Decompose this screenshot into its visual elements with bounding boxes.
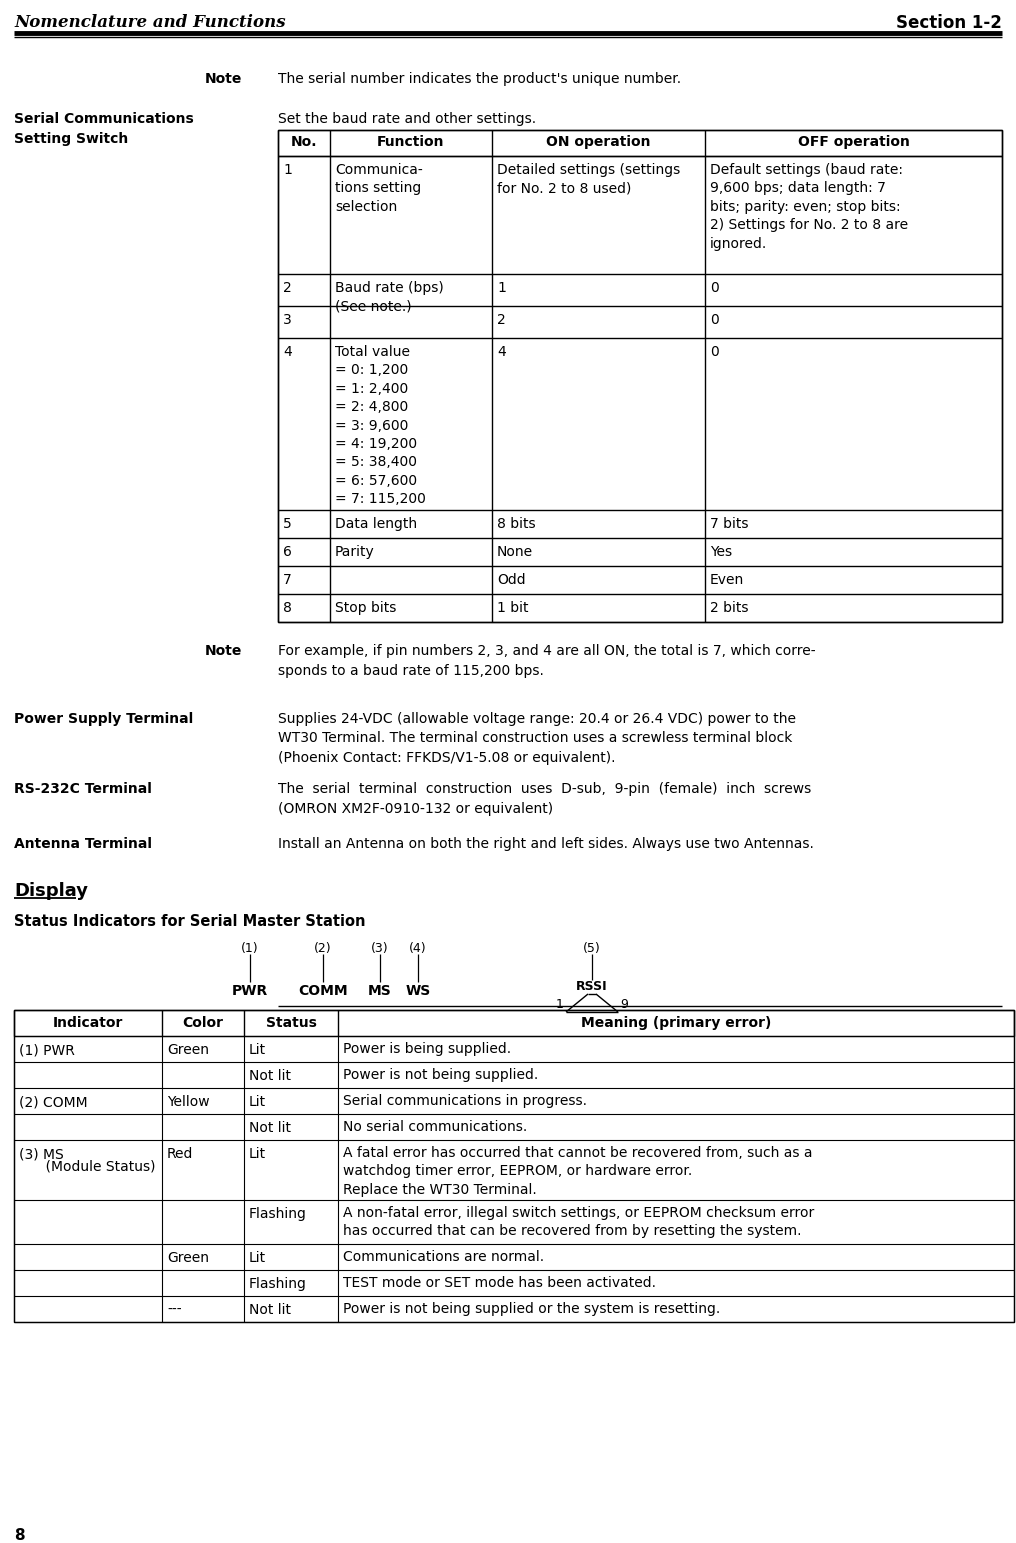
Text: Communica-
tions setting
selection: Communica- tions setting selection	[335, 164, 423, 214]
Text: 1: 1	[283, 164, 292, 177]
Text: Not lit: Not lit	[249, 1069, 291, 1083]
Text: Status: Status	[265, 1015, 316, 1031]
Text: 7: 7	[283, 572, 292, 586]
Text: Red: Red	[167, 1146, 193, 1160]
Text: Flashing: Flashing	[249, 1207, 307, 1221]
Text: Indicator: Indicator	[53, 1015, 123, 1031]
Text: COMM: COMM	[298, 984, 347, 998]
Text: 0: 0	[710, 346, 718, 360]
Text: Serial Communications
Setting Switch: Serial Communications Setting Switch	[14, 113, 194, 145]
Text: Section 1-2: Section 1-2	[896, 14, 1002, 32]
Text: 0: 0	[710, 313, 718, 327]
Text: Power is not being supplied or the system is resetting.: Power is not being supplied or the syste…	[343, 1302, 720, 1316]
Text: Note: Note	[205, 643, 243, 657]
Text: 1 bit: 1 bit	[497, 602, 528, 616]
Text: MS: MS	[368, 984, 392, 998]
Text: A fatal error has occurred that cannot be recovered from, such as a
watchdog tim: A fatal error has occurred that cannot b…	[343, 1146, 813, 1197]
Text: ---: ---	[167, 1302, 182, 1318]
Text: Status Indicators for Serial Master Station: Status Indicators for Serial Master Stat…	[14, 913, 366, 929]
Text: Lit: Lit	[249, 1251, 266, 1265]
Text: 2 bits: 2 bits	[710, 602, 749, 616]
Text: Baud rate (bps)
(See note.): Baud rate (bps) (See note.)	[335, 281, 444, 313]
Text: Communications are normal.: Communications are normal.	[343, 1250, 545, 1264]
Text: A non-fatal error, illegal switch settings, or EEPROM checksum error
has occurre: A non-fatal error, illegal switch settin…	[343, 1207, 814, 1239]
Text: Antenna Terminal: Antenna Terminal	[14, 836, 152, 852]
Text: (2): (2)	[314, 941, 332, 955]
Text: (4): (4)	[409, 941, 427, 955]
Text: 3: 3	[283, 313, 292, 327]
Text: 4: 4	[283, 346, 292, 360]
Text: 1: 1	[497, 281, 506, 295]
Text: Lit: Lit	[249, 1146, 266, 1160]
Text: 9: 9	[620, 998, 628, 1011]
Text: Display: Display	[14, 883, 88, 900]
Text: 7 bits: 7 bits	[710, 517, 749, 531]
Text: Power is not being supplied.: Power is not being supplied.	[343, 1068, 538, 1082]
Text: 0: 0	[710, 281, 718, 295]
Text: 8: 8	[14, 1528, 24, 1543]
Text: PWR: PWR	[232, 984, 268, 998]
Text: Stop bits: Stop bits	[335, 602, 396, 616]
Text: 6: 6	[283, 545, 292, 559]
Text: (5): (5)	[583, 941, 600, 955]
Text: 2: 2	[283, 281, 292, 295]
Text: (1): (1)	[241, 941, 259, 955]
Text: Set the baud rate and other settings.: Set the baud rate and other settings.	[278, 113, 536, 127]
Text: 4: 4	[497, 346, 506, 360]
Text: Lit: Lit	[249, 1096, 266, 1109]
Text: Color: Color	[183, 1015, 224, 1031]
Text: Green: Green	[167, 1043, 209, 1057]
Text: OFF operation: OFF operation	[798, 134, 909, 150]
Text: Meaning (primary error): Meaning (primary error)	[581, 1015, 771, 1031]
Text: Detailed settings (settings
for No. 2 to 8 used): Detailed settings (settings for No. 2 to…	[497, 164, 681, 196]
Text: Note: Note	[205, 73, 243, 86]
Text: 5: 5	[283, 517, 292, 531]
Text: Data length: Data length	[335, 517, 418, 531]
Text: Yes: Yes	[710, 545, 733, 559]
Text: Default settings (baud rate:
9,600 bps; data length: 7
bits; parity: even; stop : Default settings (baud rate: 9,600 bps; …	[710, 164, 908, 250]
Text: 2: 2	[497, 313, 506, 327]
Text: Even: Even	[710, 572, 745, 586]
Text: 8 bits: 8 bits	[497, 517, 535, 531]
Text: Flashing: Flashing	[249, 1278, 307, 1291]
Text: (2) COMM: (2) COMM	[19, 1096, 87, 1109]
Text: ON operation: ON operation	[547, 134, 651, 150]
Bar	[14, 1011, 1014, 1322]
Text: Power is being supplied.: Power is being supplied.	[343, 1042, 511, 1055]
Text: RS-232C Terminal: RS-232C Terminal	[14, 782, 151, 796]
Text: (3) MS: (3) MS	[19, 1146, 64, 1160]
Text: Supplies 24-VDC (allowable voltage range: 20.4 or 26.4 VDC) power to the
WT30 Te: Supplies 24-VDC (allowable voltage range…	[278, 711, 796, 765]
Text: Serial communications in progress.: Serial communications in progress.	[343, 1094, 587, 1108]
Text: Not lit: Not lit	[249, 1122, 291, 1136]
Text: 1: 1	[556, 998, 564, 1011]
Text: Total value
= 0: 1,200
= 1: 2,400
= 2: 4,800
= 3: 9,600
= 4: 19,200
= 5: 38,400
: Total value = 0: 1,200 = 1: 2,400 = 2: 4…	[335, 346, 426, 506]
Text: Function: Function	[377, 134, 445, 150]
Text: Nomenclature and Functions: Nomenclature and Functions	[14, 14, 285, 31]
Text: Parity: Parity	[335, 545, 375, 559]
Bar	[14, 1011, 1014, 1035]
Text: Install an Antenna on both the right and left sides. Always use two Antennas.: Install an Antenna on both the right and…	[278, 836, 814, 852]
Text: Power Supply Terminal: Power Supply Terminal	[14, 711, 193, 727]
Text: No serial communications.: No serial communications.	[343, 1120, 527, 1134]
Text: (1) PWR: (1) PWR	[19, 1043, 75, 1057]
Text: RSSI: RSSI	[576, 980, 608, 994]
Text: Odd: Odd	[497, 572, 525, 586]
Bar	[278, 130, 1002, 622]
Text: For example, if pin numbers 2, 3, and 4 are all ON, the total is 7, which corre-: For example, if pin numbers 2, 3, and 4 …	[278, 643, 816, 677]
Text: Not lit: Not lit	[249, 1302, 291, 1318]
Bar	[278, 130, 1002, 156]
Text: Green: Green	[167, 1251, 209, 1265]
Text: (3): (3)	[371, 941, 389, 955]
Text: None: None	[497, 545, 533, 559]
Text: Yellow: Yellow	[167, 1096, 209, 1109]
Text: Lit: Lit	[249, 1043, 266, 1057]
Text: TEST mode or SET mode has been activated.: TEST mode or SET mode has been activated…	[343, 1276, 656, 1290]
Text: The  serial  terminal  construction  uses  D-sub,  9-pin  (female)  inch  screws: The serial terminal construction uses D-…	[278, 782, 811, 816]
Text: WS: WS	[405, 984, 431, 998]
Text: 8: 8	[283, 602, 292, 616]
Text: The serial number indicates the product's unique number.: The serial number indicates the product'…	[278, 73, 681, 86]
Text: No.: No.	[291, 134, 317, 150]
Text: (Module Status): (Module Status)	[28, 1160, 155, 1174]
